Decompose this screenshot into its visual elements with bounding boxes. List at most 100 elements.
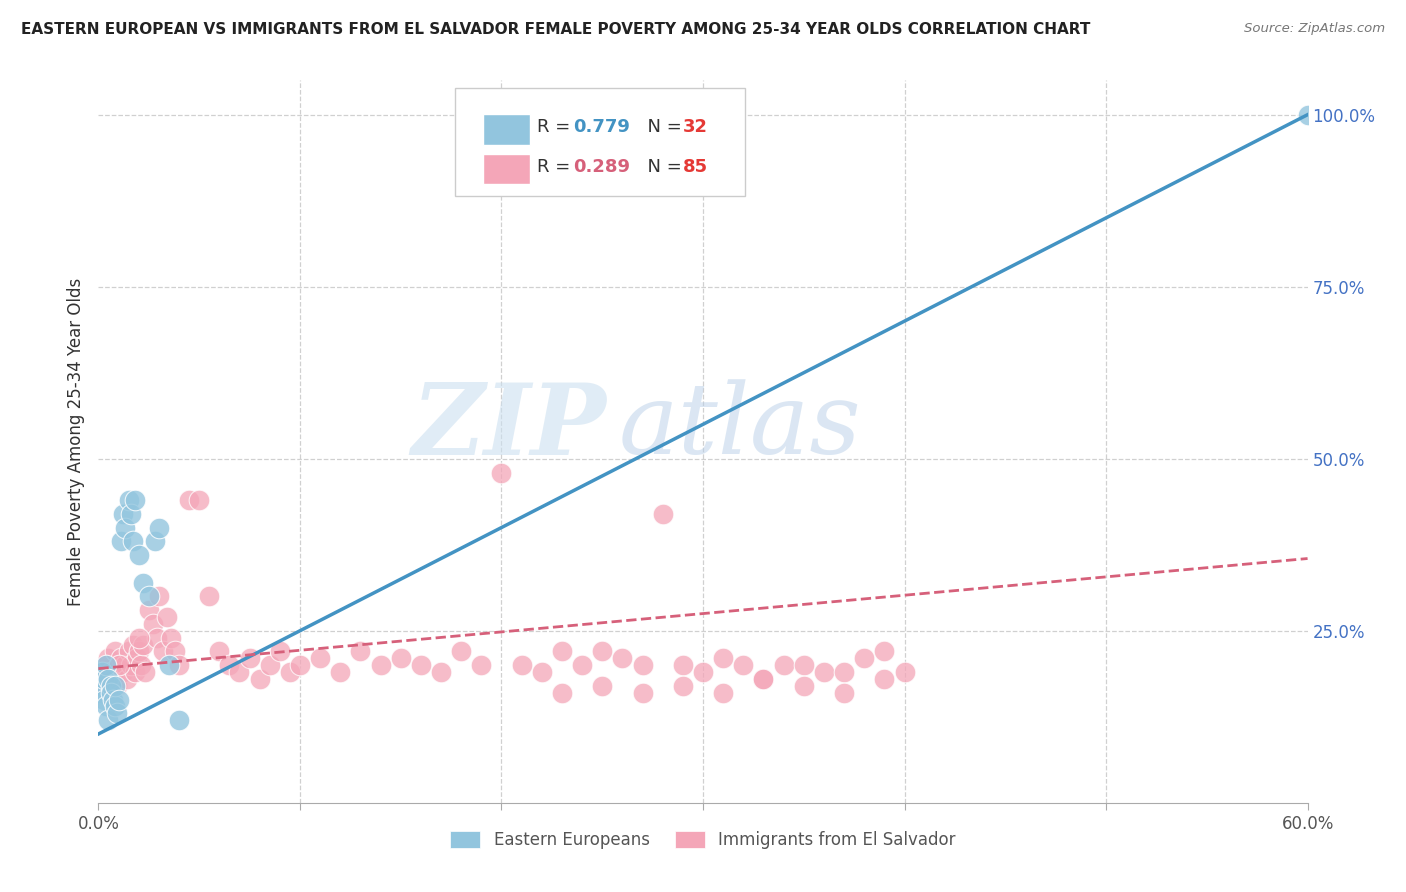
Point bbox=[96, 699, 118, 714]
Point bbox=[114, 658, 136, 673]
Point bbox=[510, 658, 533, 673]
Point bbox=[167, 658, 190, 673]
Point bbox=[631, 658, 654, 673]
Point bbox=[91, 665, 114, 679]
Point bbox=[111, 507, 134, 521]
Point bbox=[249, 672, 271, 686]
Point bbox=[329, 665, 352, 679]
Legend: Eastern Europeans, Immigrants from El Salvador: Eastern Europeans, Immigrants from El Sa… bbox=[444, 824, 962, 856]
Point bbox=[409, 658, 432, 673]
Point bbox=[672, 658, 695, 673]
Point bbox=[752, 672, 775, 686]
Point bbox=[142, 616, 165, 631]
Point bbox=[100, 679, 122, 693]
Point bbox=[188, 493, 211, 508]
Point bbox=[115, 672, 138, 686]
Point bbox=[96, 658, 118, 673]
Point bbox=[832, 665, 855, 679]
Text: 0.779: 0.779 bbox=[574, 119, 630, 136]
Y-axis label: Female Poverty Among 25-34 Year Olds: Female Poverty Among 25-34 Year Olds bbox=[66, 277, 84, 606]
Text: R =: R = bbox=[537, 119, 576, 136]
Point bbox=[591, 679, 613, 693]
Point bbox=[793, 679, 815, 693]
Point bbox=[91, 686, 114, 700]
Point bbox=[128, 548, 150, 562]
Point bbox=[612, 651, 634, 665]
Point bbox=[591, 644, 613, 658]
Point bbox=[103, 699, 125, 714]
Point bbox=[118, 493, 141, 508]
Point bbox=[148, 520, 170, 534]
Point bbox=[853, 651, 876, 665]
Point bbox=[143, 534, 166, 549]
Text: EASTERN EUROPEAN VS IMMIGRANTS FROM EL SALVADOR FEMALE POVERTY AMONG 25-34 YEAR : EASTERN EUROPEAN VS IMMIGRANTS FROM EL S… bbox=[21, 22, 1091, 37]
Point bbox=[651, 118, 673, 132]
Point bbox=[97, 672, 120, 686]
Point bbox=[89, 679, 111, 693]
Point bbox=[103, 679, 125, 693]
Point bbox=[571, 658, 593, 673]
Point bbox=[711, 686, 734, 700]
Point bbox=[101, 672, 124, 686]
Point bbox=[93, 658, 115, 673]
Point bbox=[138, 590, 160, 604]
Point bbox=[733, 658, 755, 673]
Point bbox=[651, 507, 673, 521]
Point bbox=[120, 507, 142, 521]
Point bbox=[672, 679, 695, 693]
Point bbox=[692, 665, 714, 679]
Point bbox=[278, 665, 301, 679]
Point bbox=[93, 692, 115, 706]
Point bbox=[107, 692, 129, 706]
Point bbox=[111, 665, 134, 679]
FancyBboxPatch shape bbox=[482, 154, 530, 185]
Point bbox=[103, 644, 125, 658]
Point bbox=[832, 686, 855, 700]
Point bbox=[132, 638, 155, 652]
Point bbox=[89, 665, 111, 679]
Point bbox=[107, 658, 129, 673]
Point bbox=[208, 644, 231, 658]
Point bbox=[551, 644, 574, 658]
Point bbox=[631, 686, 654, 700]
Point bbox=[132, 575, 155, 590]
Point bbox=[148, 590, 170, 604]
Point bbox=[309, 651, 332, 665]
Point bbox=[120, 658, 142, 673]
Text: ZIP: ZIP bbox=[412, 379, 606, 475]
Point bbox=[121, 638, 143, 652]
Text: N =: N = bbox=[637, 119, 688, 136]
Point bbox=[114, 520, 136, 534]
Point bbox=[873, 672, 896, 686]
Point bbox=[873, 644, 896, 658]
Point bbox=[167, 713, 190, 727]
Point bbox=[129, 658, 152, 673]
Point bbox=[491, 466, 513, 480]
Point bbox=[100, 686, 122, 700]
Point bbox=[450, 644, 472, 658]
Point bbox=[97, 651, 120, 665]
Point bbox=[259, 658, 281, 673]
Point bbox=[125, 651, 148, 665]
Point bbox=[239, 651, 262, 665]
Point bbox=[107, 658, 129, 673]
Point bbox=[138, 603, 160, 617]
Point bbox=[118, 644, 141, 658]
Text: 0.289: 0.289 bbox=[574, 158, 631, 176]
Point bbox=[198, 590, 221, 604]
Point bbox=[124, 493, 146, 508]
Point bbox=[1296, 108, 1319, 122]
Point bbox=[134, 665, 156, 679]
Text: 85: 85 bbox=[682, 158, 707, 176]
Point bbox=[124, 665, 146, 679]
Point bbox=[152, 644, 174, 658]
Point bbox=[551, 686, 574, 700]
Point bbox=[470, 658, 492, 673]
FancyBboxPatch shape bbox=[482, 114, 530, 145]
Text: 32: 32 bbox=[682, 119, 707, 136]
Point bbox=[893, 665, 915, 679]
Text: Source: ZipAtlas.com: Source: ZipAtlas.com bbox=[1244, 22, 1385, 36]
Point bbox=[430, 665, 453, 679]
Text: atlas: atlas bbox=[619, 379, 860, 475]
Point bbox=[91, 672, 114, 686]
